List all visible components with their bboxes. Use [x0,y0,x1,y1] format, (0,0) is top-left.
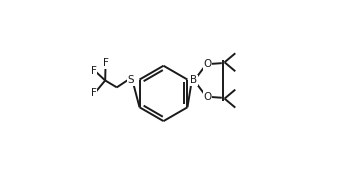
Text: B: B [190,75,197,85]
Text: F: F [91,66,97,76]
Text: S: S [127,75,134,85]
Text: F: F [103,58,109,68]
Text: O: O [203,59,212,69]
Text: F: F [91,88,97,98]
Text: O: O [203,92,212,102]
